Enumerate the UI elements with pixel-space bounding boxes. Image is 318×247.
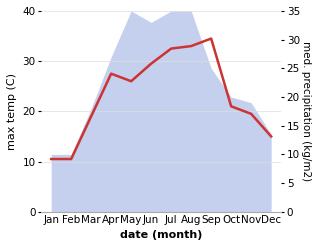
- Y-axis label: med. precipitation (kg/m2): med. precipitation (kg/m2): [301, 41, 311, 181]
- X-axis label: date (month): date (month): [120, 230, 202, 240]
- Y-axis label: max temp (C): max temp (C): [7, 73, 17, 150]
